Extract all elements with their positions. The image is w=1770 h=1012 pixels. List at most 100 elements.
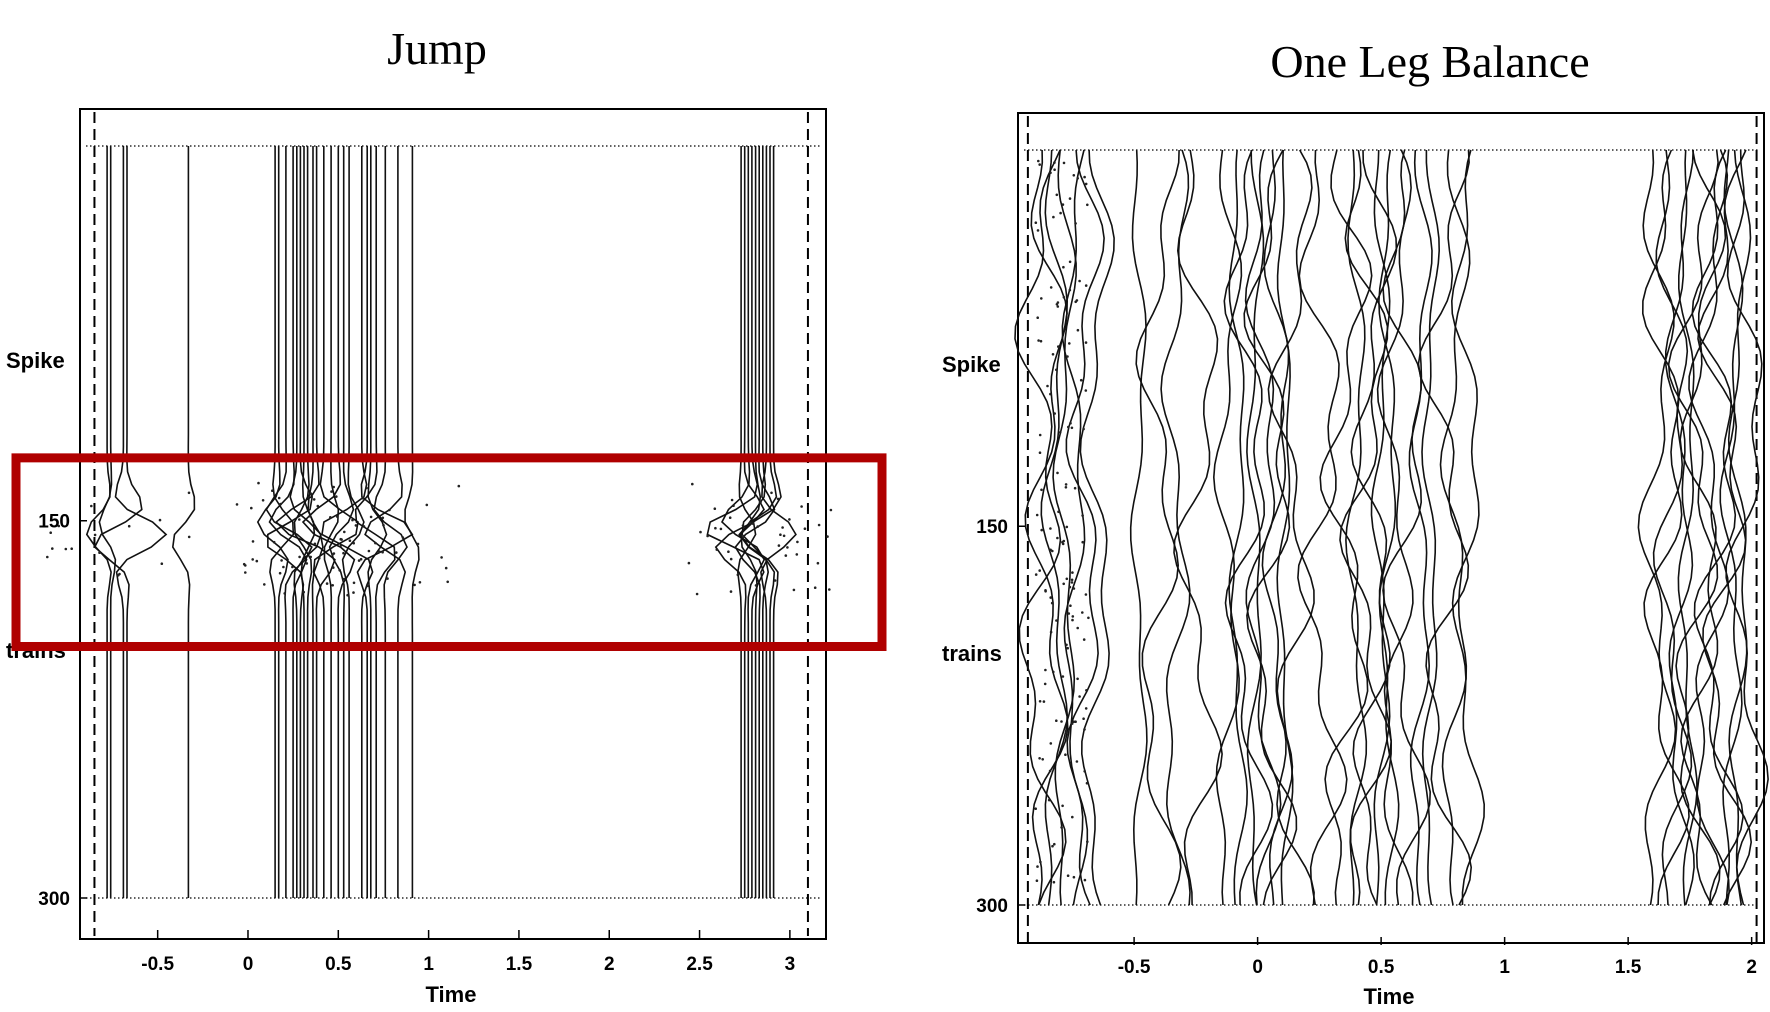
one-leg-balance-spike-dot: [1066, 355, 1069, 358]
jump-spike-dot: [366, 584, 370, 588]
one-leg-balance-spike-dot: [1081, 540, 1084, 544]
jump-spike-dot: [378, 550, 381, 553]
one-leg-balance-spike-dot: [1047, 798, 1051, 802]
one-leg-balance-spike-dot: [1083, 878, 1087, 882]
jump-xtick-label: 3: [785, 954, 796, 975]
jump-spike-dot: [298, 518, 301, 521]
one-leg-balance-spike-train-6: [1065, 149, 1105, 906]
one-leg-balance-spike-train-4: [1052, 149, 1077, 906]
one-leg-balance-spike-dot: [1085, 689, 1088, 692]
one-leg-balance-spike-dot: [1038, 163, 1041, 166]
one-leg-balance-spike-train-19: [1276, 149, 1294, 906]
one-leg-balance-spike-dot: [1081, 514, 1084, 517]
jump-spike-train-20: [341, 146, 365, 898]
jump-title: Jump: [387, 23, 487, 74]
one-leg-balance-spike-dot: [1053, 842, 1056, 846]
jump-spike-dot: [425, 503, 429, 507]
jump-spike-dot: [335, 495, 338, 498]
one-leg-balance-spike-dot: [1049, 527, 1052, 530]
one-leg-balance-title: One Leg Balance: [1270, 36, 1589, 87]
jump-spike-dot: [332, 485, 336, 489]
jump-spike-dot: [338, 569, 342, 572]
one-leg-balance-spike-train-47: [1725, 149, 1769, 906]
jump-spike-dot: [309, 492, 313, 496]
one-leg-balance-spike-dot: [1068, 585, 1072, 589]
jump-spike-dot: [271, 489, 274, 493]
jump-spike-dot: [255, 559, 259, 563]
jump-spike-dot: [699, 530, 702, 534]
one-leg-balance-spike-dot: [1042, 700, 1046, 703]
one-leg-balance-spike-dot: [1072, 174, 1076, 177]
one-leg-balance-spike-dot: [1056, 536, 1059, 540]
jump-spike-dot: [357, 559, 361, 562]
one-leg-balance-spike-dot: [1049, 630, 1053, 634]
one-leg-balance-spike-dot: [1036, 316, 1039, 320]
jump-spike-dot: [691, 482, 694, 486]
one-leg-balance-spike-dot: [1055, 719, 1058, 722]
one-leg-balance-spike-dot: [1084, 389, 1088, 392]
jump-spike-train-33: [734, 146, 776, 898]
one-leg-balance-spike-dot: [1038, 757, 1041, 760]
jump-spike-dot: [361, 496, 364, 500]
jump-spike-dot: [278, 571, 282, 575]
one-leg-balance-spike-dot: [1068, 342, 1071, 345]
one-leg-balance-spike-dot: [1053, 168, 1056, 171]
one-leg-balance-spike-train-42: [1688, 149, 1730, 906]
jump-spike-dot: [244, 571, 247, 574]
one-leg-balance-spike-dot: [1053, 412, 1056, 415]
jump-spike-dot: [796, 540, 799, 544]
one-leg-balance-spike-dot: [1052, 215, 1055, 219]
one-leg-balance-spike-dot: [1071, 815, 1074, 819]
one-leg-balance-spike-dot: [1051, 549, 1054, 553]
one-leg-balance-spike-train-27: [1378, 149, 1400, 906]
one-leg-balance-spike-train-39: [1677, 149, 1698, 906]
jump-spike-dot: [713, 507, 717, 511]
jump-spike-dot: [395, 551, 398, 554]
jump-spike-dot: [280, 559, 283, 562]
jump-spike-train-4: [93, 146, 143, 898]
one-leg-balance-spike-dot: [1062, 582, 1065, 586]
jump-spike-dot: [788, 518, 791, 521]
jump-spike-dot: [346, 593, 349, 597]
jump-spike-dot: [714, 526, 717, 530]
one-leg-balance-spike-dot: [1071, 618, 1074, 622]
jump-spike-dot: [343, 530, 346, 534]
jump-spike-dot: [282, 565, 285, 569]
jump-spike-dot: [339, 544, 343, 547]
one-leg-balance-ylabel-trains: trains: [942, 641, 1002, 666]
jump-spike-train-22: [356, 146, 414, 898]
one-leg-balance-spike-dot: [1074, 222, 1077, 225]
one-leg-balance-spike-dot: [1046, 384, 1049, 388]
one-leg-balance-spike-dot: [1064, 753, 1067, 756]
jump-spike-train-19: [328, 146, 355, 898]
one-leg-balance-spike-dot: [1039, 339, 1043, 343]
one-leg-balance-spike-dot: [1055, 193, 1059, 197]
one-leg-balance-spike-dot: [1035, 513, 1039, 517]
one-leg-balance-spike-dot: [1037, 159, 1040, 163]
one-leg-balance-spike-dot: [1071, 615, 1075, 618]
jump-spike-dot: [381, 516, 385, 520]
one-leg-balance-spike-train-3: [1040, 149, 1069, 906]
one-leg-balance-spike-dot: [1076, 328, 1080, 332]
one-leg-balance-spike-dot: [1043, 682, 1047, 686]
jump-spike-dot: [305, 562, 309, 565]
jump-spike-dot: [784, 554, 788, 557]
one-leg-balance-spike-dot: [1038, 433, 1042, 437]
jump-ytick-label: 300: [38, 889, 70, 910]
jump-highlight-box: [11, 453, 887, 651]
jump-spike-dot: [158, 518, 162, 522]
one-leg-balance-spike-dot: [1072, 720, 1075, 723]
one-leg-balance-spike-dot: [1048, 769, 1052, 773]
jump-spike-dot: [786, 546, 789, 549]
jump-ylabel-spike: Spike: [6, 348, 65, 373]
jump-spike-dot: [352, 581, 356, 585]
one-leg-balance-spike-dot: [1052, 880, 1056, 884]
one-leg-balance-spike-dot: [1083, 175, 1086, 179]
jump-spike-dot: [313, 542, 317, 546]
one-leg-balance-spike-dot: [1049, 596, 1052, 599]
jump-spike-dot: [829, 508, 833, 512]
one-leg-balance-xtick-label: -0.5: [1118, 957, 1151, 978]
one-leg-balance-spike-dot: [1086, 840, 1089, 843]
jump-spike-train-1: [85, 146, 112, 898]
one-leg-balance-spike-dot: [1081, 611, 1084, 614]
